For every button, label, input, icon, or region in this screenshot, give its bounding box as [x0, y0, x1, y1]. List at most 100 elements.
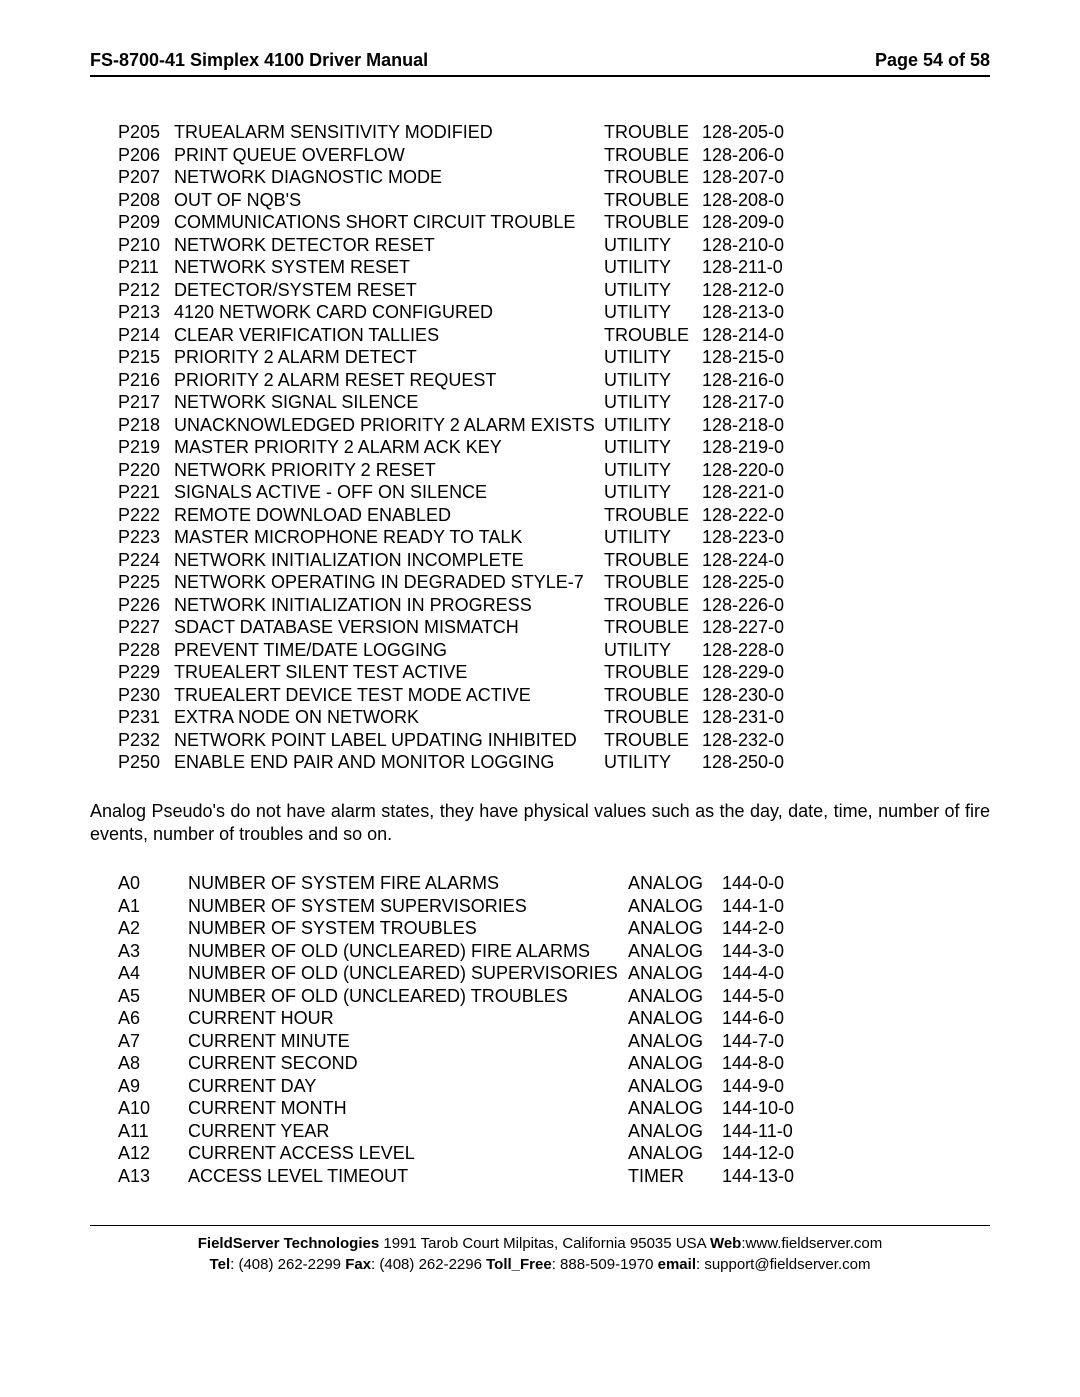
row-desc: NETWORK SIGNAL SILENCE	[174, 391, 604, 414]
row-desc: NETWORK DIAGNOSTIC MODE	[174, 166, 604, 189]
row-desc: MASTER PRIORITY 2 ALARM ACK KEY	[174, 436, 604, 459]
footer-line-1: FieldServer Technologies 1991 Tarob Cour…	[90, 1234, 990, 1254]
row-desc: CURRENT HOUR	[188, 1007, 628, 1030]
row-desc: CURRENT DAY	[188, 1075, 628, 1098]
row-desc: NUMBER OF OLD (UNCLEARED) SUPERVISORIES	[188, 962, 628, 985]
row-desc: CURRENT MONTH	[188, 1097, 628, 1120]
footer-tel-value: : (408) 262-2299	[230, 1256, 345, 1273]
row-id: A4	[118, 962, 188, 985]
footer-toll-value: : 888-509-1970	[552, 1256, 658, 1273]
row-type: TROUBLE	[604, 144, 702, 167]
row-type: TROUBLE	[604, 324, 702, 347]
table-row: P225NETWORK OPERATING IN DEGRADED STYLE-…	[118, 571, 990, 594]
row-code: 128-214-0	[702, 324, 784, 347]
row-desc: ACCESS LEVEL TIMEOUT	[188, 1165, 628, 1188]
table-row: A0NUMBER OF SYSTEM FIRE ALARMSANALOG144-…	[118, 872, 990, 895]
table-row: A2NUMBER OF SYSTEM TROUBLESANALOG144-2-0	[118, 917, 990, 940]
row-type: ANALOG	[628, 1097, 722, 1120]
table-row: P212DETECTOR/SYSTEM RESETUTILITY128-212-…	[118, 279, 990, 302]
table-row: P228PREVENT TIME/DATE LOGGINGUTILITY128-…	[118, 639, 990, 662]
row-type: ANALOG	[628, 1007, 722, 1030]
row-id: P205	[118, 121, 174, 144]
row-type: UTILITY	[604, 639, 702, 662]
row-desc: DETECTOR/SYSTEM RESET	[174, 279, 604, 302]
footer-web-value: :www.fieldserver.com	[741, 1235, 882, 1252]
row-type: UTILITY	[604, 301, 702, 324]
table-row: A10CURRENT MONTHANALOG144-10-0	[118, 1097, 990, 1120]
row-code: 128-219-0	[702, 436, 784, 459]
row-type: ANALOG	[628, 895, 722, 918]
table-row: P218UNACKNOWLEDGED PRIORITY 2 ALARM EXIS…	[118, 414, 990, 437]
pseudo-table: P205TRUEALARM SENSITIVITY MODIFIEDTROUBL…	[90, 121, 990, 774]
row-type: TROUBLE	[604, 189, 702, 212]
footer-line-2: Tel: (408) 262-2299 Fax: (408) 262-2296 …	[90, 1255, 990, 1275]
row-type: ANALOG	[628, 1075, 722, 1098]
row-code: 144-5-0	[722, 985, 784, 1008]
table-row: P205TRUEALARM SENSITIVITY MODIFIEDTROUBL…	[118, 121, 990, 144]
row-id: P228	[118, 639, 174, 662]
row-id: P232	[118, 729, 174, 752]
row-type: TROUBLE	[604, 594, 702, 617]
row-type: UTILITY	[604, 459, 702, 482]
row-code: 144-6-0	[722, 1007, 784, 1030]
table-row: A12CURRENT ACCESS LEVELANALOG144-12-0	[118, 1142, 990, 1165]
row-desc: NUMBER OF OLD (UNCLEARED) FIRE ALARMS	[188, 940, 628, 963]
row-type: UTILITY	[604, 346, 702, 369]
row-id: P207	[118, 166, 174, 189]
row-desc: TRUEALARM SENSITIVITY MODIFIED	[174, 121, 604, 144]
analog-paragraph: Analog Pseudo's do not have alarm states…	[90, 800, 990, 847]
row-id: A8	[118, 1052, 188, 1075]
row-type: UTILITY	[604, 481, 702, 504]
row-code: 128-215-0	[702, 346, 784, 369]
table-row: A13ACCESS LEVEL TIMEOUTTIMER144-13-0	[118, 1165, 990, 1188]
row-code: 128-229-0	[702, 661, 784, 684]
table-row: A4NUMBER OF OLD (UNCLEARED) SUPERVISORIE…	[118, 962, 990, 985]
analog-table: A0NUMBER OF SYSTEM FIRE ALARMSANALOG144-…	[90, 872, 990, 1187]
row-code: 128-250-0	[702, 751, 784, 774]
row-id: P219	[118, 436, 174, 459]
row-type: TIMER	[628, 1165, 722, 1188]
row-id: P230	[118, 684, 174, 707]
row-type: UTILITY	[604, 391, 702, 414]
page-footer: FieldServer Technologies 1991 Tarob Cour…	[90, 1225, 990, 1275]
row-code: 128-232-0	[702, 729, 784, 752]
table-row: P215PRIORITY 2 ALARM DETECTUTILITY128-21…	[118, 346, 990, 369]
row-desc: NETWORK OPERATING IN DEGRADED STYLE-7	[174, 571, 604, 594]
footer-company: FieldServer Technologies	[198, 1235, 379, 1252]
table-row: P227SDACT DATABASE VERSION MISMATCHTROUB…	[118, 616, 990, 639]
footer-email-label: email	[658, 1256, 696, 1273]
table-row: A8CURRENT SECONDANALOG144-8-0	[118, 1052, 990, 1075]
footer-email-value: : support@fieldserver.com	[696, 1256, 870, 1273]
row-desc: NETWORK PRIORITY 2 RESET	[174, 459, 604, 482]
row-desc: REMOTE DOWNLOAD ENABLED	[174, 504, 604, 527]
row-code: 144-1-0	[722, 895, 784, 918]
table-row: P230TRUEALERT DEVICE TEST MODE ACTIVETRO…	[118, 684, 990, 707]
row-type: ANALOG	[628, 985, 722, 1008]
row-id: P216	[118, 369, 174, 392]
row-code: 128-217-0	[702, 391, 784, 414]
row-id: P213	[118, 301, 174, 324]
table-row: P214CLEAR VERIFICATION TALLIESTROUBLE128…	[118, 324, 990, 347]
row-type: TROUBLE	[604, 571, 702, 594]
row-type: TROUBLE	[604, 549, 702, 572]
footer-web-label: Web	[710, 1235, 741, 1252]
row-desc: NETWORK DETECTOR RESET	[174, 234, 604, 257]
row-desc: OUT OF NQB'S	[174, 189, 604, 212]
row-id: A10	[118, 1097, 188, 1120]
table-row: P250ENABLE END PAIR AND MONITOR LOGGINGU…	[118, 751, 990, 774]
row-id: A9	[118, 1075, 188, 1098]
row-code: 144-2-0	[722, 917, 784, 940]
row-id: P229	[118, 661, 174, 684]
row-type: TROUBLE	[604, 616, 702, 639]
page-header: FS-8700-41 Simplex 4100 Driver Manual Pa…	[90, 50, 990, 77]
row-code: 128-207-0	[702, 166, 784, 189]
row-id: P212	[118, 279, 174, 302]
row-id: P224	[118, 549, 174, 572]
row-code: 128-231-0	[702, 706, 784, 729]
row-desc: NUMBER OF SYSTEM FIRE ALARMS	[188, 872, 628, 895]
row-code: 144-13-0	[722, 1165, 794, 1188]
row-code: 128-216-0	[702, 369, 784, 392]
row-code: 128-209-0	[702, 211, 784, 234]
header-page-number: Page 54 of 58	[875, 50, 990, 71]
row-id: P214	[118, 324, 174, 347]
